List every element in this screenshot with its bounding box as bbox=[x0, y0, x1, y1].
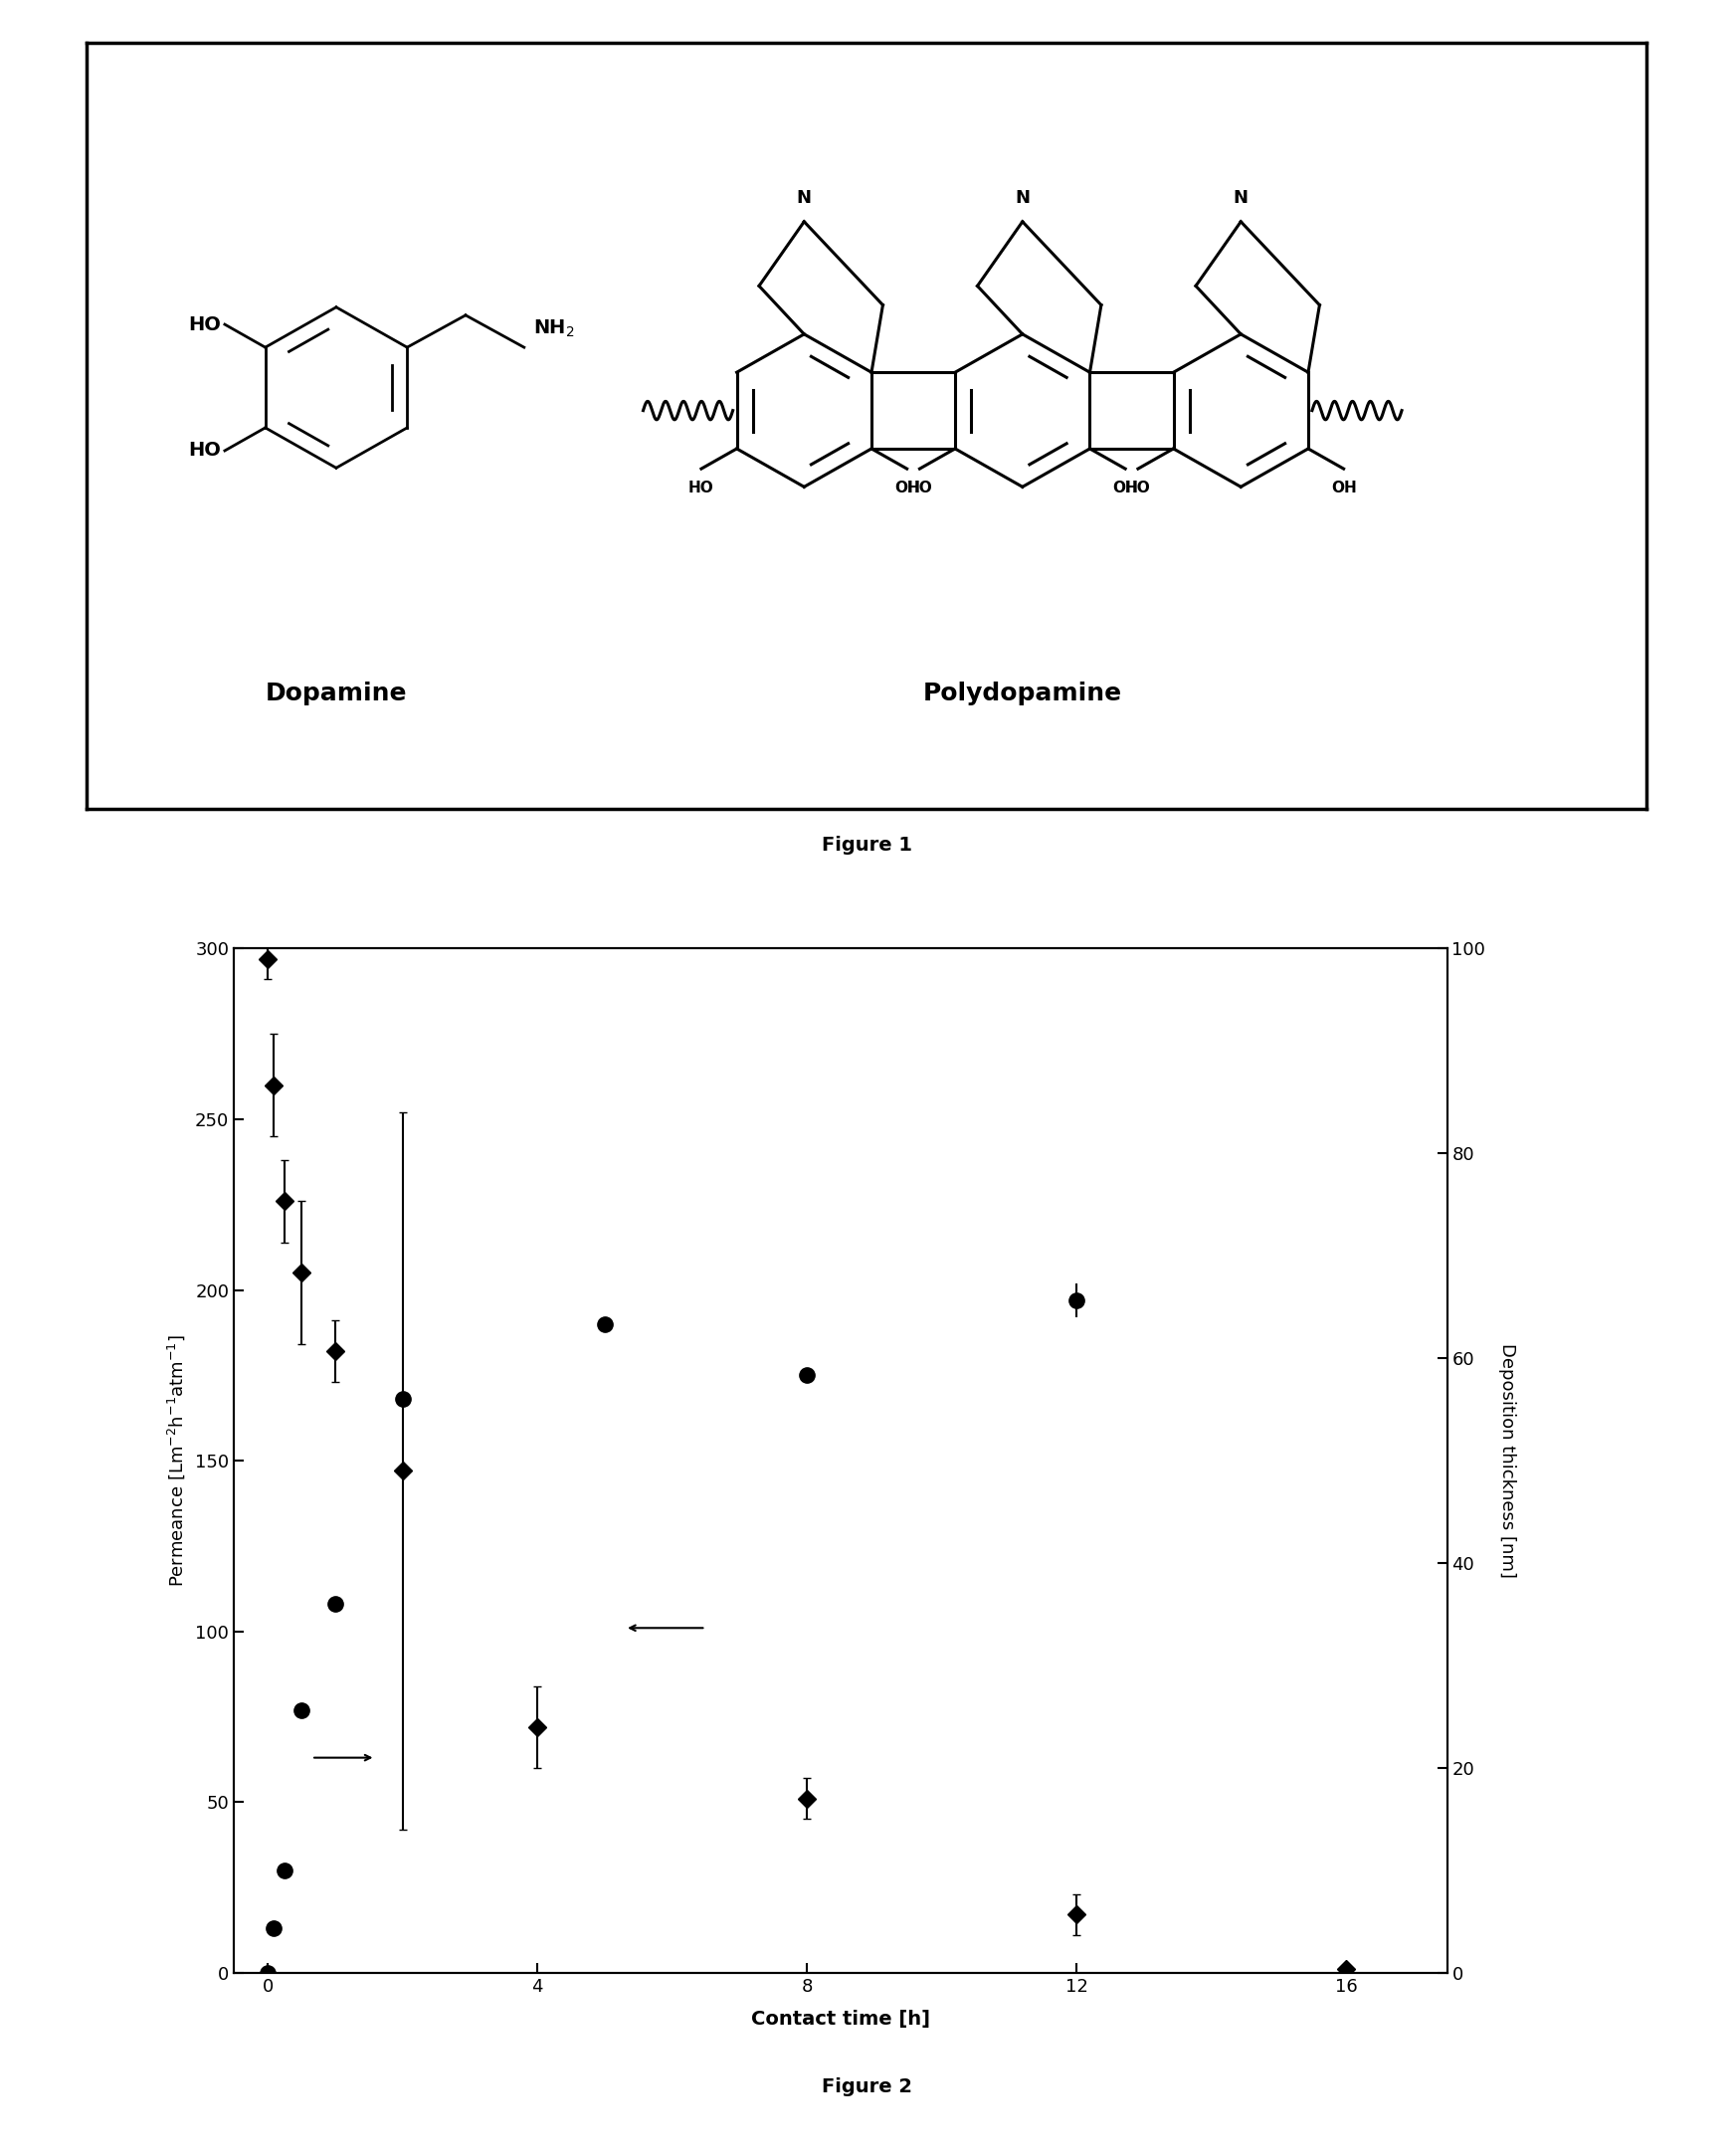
Y-axis label: Deposition thickness [nm]: Deposition thickness [nm] bbox=[1497, 1343, 1516, 1578]
Text: OH: OH bbox=[1331, 481, 1357, 496]
Text: NH$_2$: NH$_2$ bbox=[534, 317, 575, 338]
Text: Figure 1: Figure 1 bbox=[821, 837, 912, 854]
Text: N: N bbox=[797, 190, 811, 207]
X-axis label: Contact time [h]: Contact time [h] bbox=[750, 2009, 931, 2029]
Text: HO: HO bbox=[906, 481, 932, 496]
Text: HO: HO bbox=[189, 442, 220, 459]
Text: N: N bbox=[1016, 190, 1029, 207]
Text: OH: OH bbox=[1113, 481, 1139, 496]
Text: OH: OH bbox=[894, 481, 920, 496]
Text: Figure 2: Figure 2 bbox=[821, 2078, 912, 2096]
Text: HO: HO bbox=[1125, 481, 1151, 496]
Text: Dopamine: Dopamine bbox=[265, 681, 407, 705]
Text: HO: HO bbox=[688, 481, 714, 496]
Text: HO: HO bbox=[189, 315, 220, 334]
Y-axis label: Permeance [Lm$^{-2}$h$^{-1}$atm$^{-1}$]: Permeance [Lm$^{-2}$h$^{-1}$atm$^{-1}$] bbox=[165, 1335, 187, 1587]
Text: N: N bbox=[1234, 190, 1248, 207]
Text: Polydopamine: Polydopamine bbox=[924, 681, 1121, 705]
